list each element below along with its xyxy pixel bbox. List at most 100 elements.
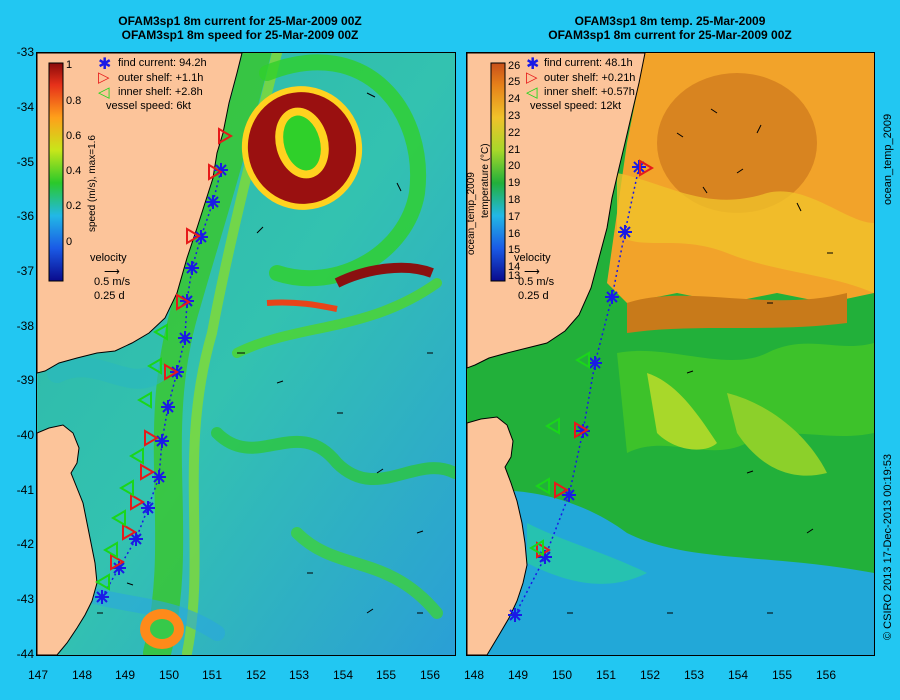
right-cbar-tick: 14 [508, 261, 521, 273]
small-eddy [140, 609, 184, 649]
left-title: OFAM3sp1 8m current for 25-Mar-2009 00Z … [25, 14, 455, 42]
right-map-panel [466, 52, 875, 656]
x-tick: 149 [114, 668, 136, 682]
inner-shelf-icon: ◁ [526, 84, 538, 101]
right-cbar-tick: 20 [508, 160, 521, 172]
y-tick: -36 [16, 209, 34, 223]
x-tick: 155 [771, 668, 793, 682]
land-mainland [37, 53, 243, 374]
x-tick: 156 [419, 668, 441, 682]
land-tasmania [467, 416, 528, 655]
left-cbar-tick: 0.4 [66, 165, 82, 177]
right-legend-vessel-speed: vessel speed: 12kt [530, 100, 622, 112]
right-legend-inner-shelf: inner shelf: +0.57h [544, 86, 635, 98]
right-cbar-tick: 24 [508, 93, 521, 105]
right-legend-outer-shelf: outer shelf: +0.21h [544, 72, 636, 84]
velocity-arrows [97, 92, 433, 614]
x-tick: 151 [595, 668, 617, 682]
left-legend-vessel-speed: vessel speed: 6kt [106, 100, 191, 112]
x-tick: 152 [639, 668, 661, 682]
x-tick: 153 [683, 668, 705, 682]
x-tick: 148 [463, 668, 485, 682]
y-tick: -39 [16, 373, 34, 387]
right-cbar-tick: 13 [508, 270, 521, 282]
right-cbar-tick: 21 [508, 144, 521, 156]
warm-transition [617, 173, 874, 293]
x-tick: 154 [332, 668, 354, 682]
right-velocity-title: velocity [514, 252, 551, 264]
find-current-icon: ✱ [98, 56, 112, 73]
right-cbar-tick: 25 [508, 76, 521, 88]
y-tick: -34 [16, 100, 34, 114]
warm-patch [727, 393, 827, 476]
left-velocity-time: 0.25 d [94, 290, 125, 302]
speed-colorbar [48, 62, 64, 282]
right-map-svg [467, 53, 874, 655]
route-inner-shelf [95, 323, 168, 591]
x-tick: 151 [201, 668, 223, 682]
y-tick: -40 [16, 428, 34, 442]
left-legend-inner-shelf: inner shelf: +2.8h [118, 86, 203, 98]
y-tick: -37 [16, 264, 34, 278]
left-cbar-tick: 0.2 [66, 200, 82, 212]
warm-patch [647, 373, 717, 450]
velocity-arrow-icon: ⟶ [524, 266, 540, 278]
right-cbar-tick: 16 [508, 228, 521, 240]
left-velocity-speed: 0.5 m/s [94, 276, 131, 288]
side-label: ocean_temp_2009 [882, 113, 894, 205]
left-title-line1: OFAM3sp1 8m current for 25-Mar-2009 00Z [118, 14, 362, 28]
x-tick: 155 [375, 668, 397, 682]
y-tick: -42 [16, 537, 34, 551]
x-tick: 150 [551, 668, 573, 682]
x-tick: 153 [288, 668, 310, 682]
warm-eddy [241, 86, 363, 210]
cool-region [467, 490, 874, 655]
right-title: OFAM3sp1 8m temp. 25-Mar-2009 OFAM3sp1 8… [455, 14, 885, 42]
right-cbar-tick: 15 [508, 244, 521, 256]
x-tick: 150 [158, 668, 180, 682]
left-legend-outer-shelf: outer shelf: +1.1h [118, 72, 204, 84]
y-tick: -41 [16, 483, 34, 497]
velocity-arrows [567, 108, 833, 614]
x-tick: 152 [245, 668, 267, 682]
route-inner-shelf [529, 351, 590, 557]
x-tick: 154 [727, 668, 749, 682]
x-tick: 149 [507, 668, 529, 682]
left-title-line2: OFAM3sp1 8m speed for 25-Mar-2009 00Z [121, 28, 359, 42]
right-velocity-time: 0.25 d [518, 290, 549, 302]
left-cbar-tick: 0 [66, 236, 73, 248]
route-outer-shelf [110, 127, 233, 571]
right-cbar-tick: 19 [508, 177, 521, 189]
right-velocity-speed: 0.5 m/s [518, 276, 555, 288]
right-cbar-tick: 17 [508, 211, 521, 223]
left-velocity-title: velocity [90, 252, 127, 264]
left-map-panel [36, 52, 456, 656]
right-cbar-tick: 23 [508, 110, 521, 122]
right-legend-find-current: find current: 48.1h [544, 57, 633, 69]
y-tick: -44 [16, 647, 34, 661]
right-title-line2: OFAM3sp1 8m current for 25-Mar-2009 00Z [548, 28, 792, 42]
streak-jet [266, 262, 434, 312]
right-title-line1: OFAM3sp1 8m temp. 25-Mar-2009 [574, 14, 766, 28]
land-tasmania [37, 424, 98, 655]
x-tick: 148 [71, 668, 93, 682]
x-tick: 147 [27, 668, 49, 682]
right-colorbar-label: temperature (°C) [480, 143, 491, 218]
route-find-current [508, 160, 646, 622]
y-tick: -38 [16, 319, 34, 333]
cool-filament [527, 523, 647, 584]
outer-shelf-icon: ▷ [98, 69, 110, 86]
land-mainland [467, 53, 646, 369]
right-cbar-tick: 26 [508, 60, 521, 72]
y-tick: -35 [16, 155, 34, 169]
left-legend-find-current: find current: 94.2h [118, 57, 207, 69]
velocity-arrow-icon: ⟶ [104, 266, 120, 278]
find-current-icon: ✱ [526, 56, 540, 73]
left-colorbar-label: speed (m/s), max=1.6 [87, 135, 98, 232]
left-cbar-tick: 0.8 [66, 95, 82, 107]
right-cbar-tick: 18 [508, 194, 521, 206]
left-cbar-tick: 0.6 [66, 130, 82, 142]
right-cbar-tick: 22 [508, 127, 521, 139]
outer-shelf-icon: ▷ [526, 69, 538, 86]
inner-shelf-icon: ◁ [98, 84, 110, 101]
